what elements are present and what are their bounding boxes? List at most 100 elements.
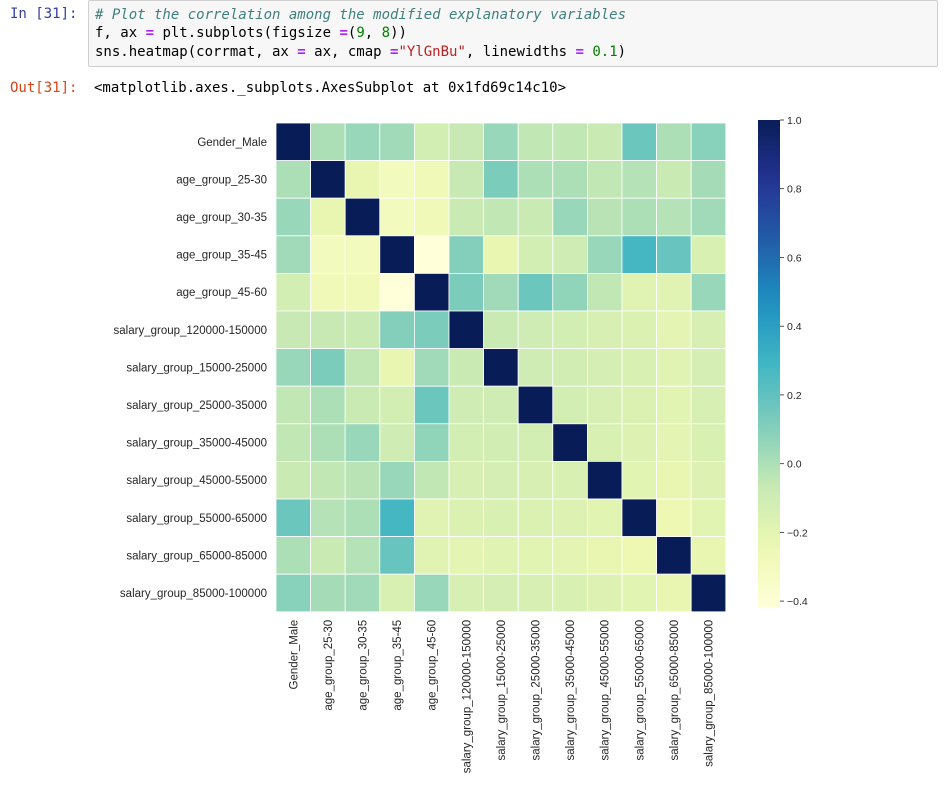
- heatmap-cell: [483, 498, 519, 537]
- heatmap-cell: [517, 385, 554, 425]
- code-token: ): [617, 44, 627, 60]
- heatmap-cell: [517, 573, 554, 613]
- heatmap-cell: [690, 536, 727, 575]
- code-token: )): [390, 25, 407, 41]
- heatmap-cell: [483, 423, 519, 462]
- heatmap-cell: [310, 385, 346, 425]
- heatmap-cell: [656, 197, 692, 237]
- heatmap-cell: [690, 423, 727, 462]
- output-repr-text: <matplotlib.axes._subplots.AxesSubplot a…: [94, 80, 567, 96]
- heatmap-cell: [310, 498, 346, 537]
- colorbar-tick-label: 0.0: [787, 459, 802, 471]
- heatmap-cell: [621, 235, 657, 274]
- heatmap-cell: [656, 310, 692, 349]
- heatmap-cell: [587, 197, 623, 237]
- heatmap-cell: [448, 310, 484, 349]
- heatmap-cell: [552, 423, 588, 462]
- y-tick-label: salary_group_55000-65000: [126, 513, 267, 525]
- heatmap-cell: [344, 197, 381, 237]
- code-token: , linewidths: [465, 44, 576, 60]
- heatmap-cell: [310, 423, 346, 462]
- y-tick-label: age_group_25-30: [176, 174, 267, 186]
- heatmap-cell: [448, 573, 484, 613]
- heatmap-cell: [587, 423, 623, 462]
- x-tick-label: salary_group_55000-65000: [634, 620, 646, 761]
- heatmap-cell: [379, 160, 415, 199]
- code-string: "YlGnBu": [398, 44, 466, 60]
- heatmap-cell: [275, 385, 311, 425]
- heatmap-cell: [690, 460, 727, 500]
- heatmap-cell: [690, 385, 727, 425]
- heatmap-cell: [310, 460, 346, 500]
- heatmap-cell: [275, 310, 311, 349]
- code-line-1: # Plot the correlation among the modifie…: [95, 6, 626, 24]
- code-line-2: f, ax = plt.subplots(figsize =(9, 8)): [95, 24, 407, 42]
- heatmap-cell: [413, 160, 450, 199]
- heatmap-y-labels: Gender_Male age_group_25-30 age_group_30-3…: [114, 137, 267, 600]
- heatmap-cell: [275, 122, 311, 161]
- heatmap-cell: [448, 423, 484, 462]
- colorbar-tick-label: 0.4: [787, 321, 802, 333]
- heatmap-cell: [552, 385, 588, 425]
- heatmap-cell: [344, 573, 381, 613]
- heatmap-cell: [483, 536, 519, 575]
- heatmap-cell: [517, 423, 554, 462]
- heatmap-cell: [552, 272, 588, 312]
- code-number: 8: [381, 25, 391, 41]
- heatmap-cell: [621, 197, 657, 237]
- heatmap-cell: [483, 385, 519, 425]
- heatmap-cell: [483, 197, 519, 237]
- heatmap-cell: [310, 310, 346, 349]
- heatmap-cell: [275, 460, 311, 500]
- heatmap-cell: [621, 272, 657, 312]
- heatmap-cell: [656, 122, 692, 161]
- code-operator: =: [390, 44, 399, 60]
- colorbar-tick-label: −0.2: [787, 527, 808, 539]
- input-cell[interactable]: In [31]: # Plot the correlation among th…: [0, 0, 944, 70]
- heatmap-cell: [344, 310, 381, 349]
- heatmap-cell: [344, 498, 381, 537]
- heatmap-cell: [310, 235, 346, 274]
- heatmap-cell: [552, 122, 588, 161]
- heatmap-cell: [690, 122, 727, 161]
- heatmap-cell: [621, 460, 657, 500]
- heatmap-cell: [552, 310, 588, 349]
- heatmap-cell: [552, 536, 588, 575]
- heatmap-cell: [552, 573, 588, 613]
- heatmap-cell: [587, 573, 623, 613]
- heatmap-cell: [275, 235, 311, 274]
- heatmap-cell: [448, 498, 484, 537]
- code-token: ax, cmap: [305, 44, 391, 60]
- heatmap-cell: [448, 460, 484, 500]
- code-token: sns.heatmap(corrmat, ax: [95, 44, 298, 60]
- y-tick-label: salary_group_35000-45000: [126, 438, 267, 450]
- heatmap-cell: [379, 423, 415, 462]
- heatmap-cell: [344, 272, 381, 312]
- heatmap-cell: [517, 160, 554, 199]
- heatmap-cell: [413, 423, 450, 462]
- heatmap-cell: [413, 348, 450, 387]
- heatmap-cell: [413, 573, 450, 613]
- heatmap-cell: [656, 272, 692, 312]
- code-editor[interactable]: # Plot the correlation among the modifie…: [88, 0, 938, 67]
- heatmap-cell: [379, 122, 415, 161]
- x-tick-label: age_group_35-45: [392, 620, 404, 711]
- y-tick-label: salary_group_85000-100000: [120, 588, 267, 600]
- heatmap-cell: [517, 310, 554, 349]
- heatmap-cell: [483, 272, 519, 312]
- heatmap-cell: [690, 348, 727, 387]
- heatmap-cell: [656, 160, 692, 199]
- heatmap-cell: [483, 160, 519, 199]
- heatmap-cell: [621, 348, 657, 387]
- heatmap-cell: [310, 536, 346, 575]
- y-tick-label: salary_group_65000-85000: [126, 550, 267, 562]
- heatmap-cell: [587, 498, 623, 537]
- heatmap-cell: [483, 310, 519, 349]
- y-tick-label: age_group_45-60: [176, 287, 267, 299]
- x-tick-label: Gender_Male: [288, 620, 300, 690]
- heatmap-cell: [587, 385, 623, 425]
- heatmap-cell: [483, 348, 519, 387]
- code-operator: =: [297, 44, 306, 60]
- heatmap-cell: [552, 498, 588, 537]
